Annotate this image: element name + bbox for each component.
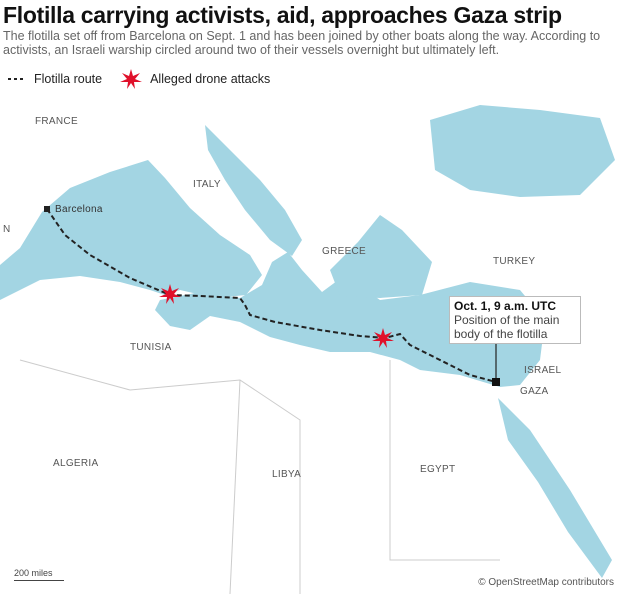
drone-attack-marker xyxy=(372,328,394,348)
callout-text: Position of the main body of the flotill… xyxy=(454,313,560,341)
label-tunisia: TUNISIA xyxy=(130,342,172,353)
label-italy: ITALY xyxy=(193,179,221,190)
label-egypt: EGYPT xyxy=(420,464,456,475)
legend-route: Flotilla route xyxy=(34,72,103,86)
label-israel: ISRAEL xyxy=(524,365,562,376)
label-gaza: GAZA xyxy=(520,386,549,397)
label-france: FRANCE xyxy=(35,116,78,127)
callout-title: Oct. 1, 9 a.m. UTC xyxy=(454,299,557,313)
label-greece: GREECE xyxy=(322,246,367,257)
explosion-legend-icon xyxy=(120,69,143,89)
flotilla-route xyxy=(46,208,497,383)
barcelona-marker xyxy=(44,206,50,212)
page-title: Flotilla carrying activists, aid, approa… xyxy=(3,2,562,28)
label-turkey: TURKEY xyxy=(493,256,536,267)
sea xyxy=(0,105,615,578)
label-barcelona: Barcelona xyxy=(55,204,103,215)
legend: Flotilla route Alleged drone attacks xyxy=(8,69,270,89)
subtitle: The flotilla set off from Barcelona on S… xyxy=(3,29,601,57)
legend-attacks: Alleged drone attacks xyxy=(150,72,271,86)
map xyxy=(0,105,615,594)
label-algeria: ALGERIA xyxy=(53,458,99,469)
borders xyxy=(19,359,500,594)
position-callout: Oct. 1, 9 a.m. UTC Position of the main … xyxy=(449,296,581,344)
route-legend-icon xyxy=(8,78,26,80)
scale-bar: 200 miles xyxy=(14,568,64,581)
label-libya: LIBYA xyxy=(272,469,302,480)
label-n: N xyxy=(3,224,11,235)
flotilla-position-marker xyxy=(492,378,500,386)
map-credit: © OpenStreetMap contributors xyxy=(478,577,614,588)
drone-attack-marker xyxy=(159,284,181,304)
